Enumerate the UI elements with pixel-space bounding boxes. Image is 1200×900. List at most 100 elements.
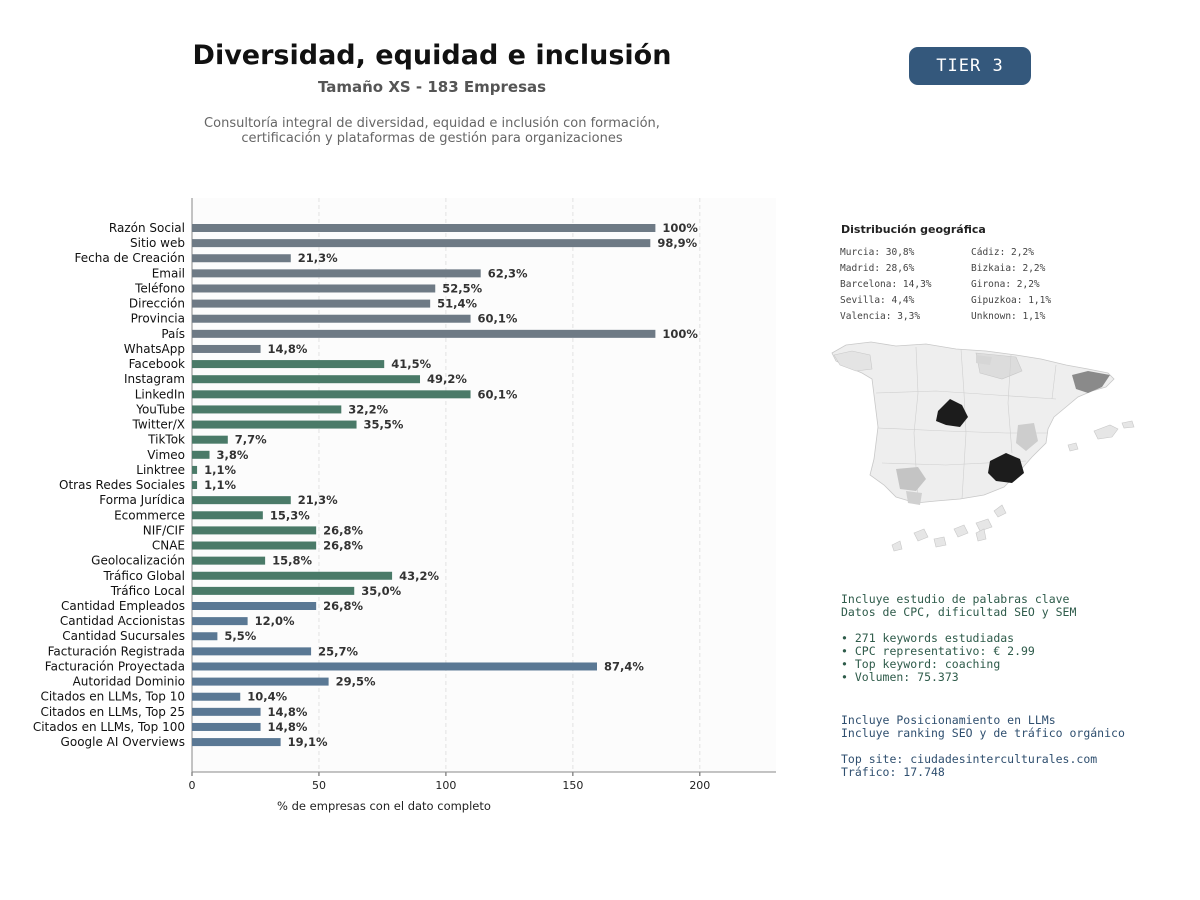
data-label: 26,8% [323,523,363,537]
page-subtitle: Tamaño XS - 183 Empresas [317,78,547,96]
data-label: 21,3% [298,251,338,265]
bar [192,707,261,716]
bar [192,586,355,595]
bar [192,344,261,353]
geo-item: Unknown: 1,1% [971,311,1046,322]
bar [192,465,198,474]
bar [192,450,210,459]
x-tick-label: 150 [562,779,583,792]
data-label: 100% [662,327,698,341]
bar [192,239,651,248]
data-label: 98,9% [657,236,697,250]
data-label: 62,3% [488,266,528,280]
bar [192,390,471,399]
bar [192,329,656,338]
data-label: 51,4% [437,297,477,311]
category-label: Citados en LLMs, Top 100 [33,720,185,734]
data-label: 35,5% [364,418,404,432]
bar [192,224,656,232]
description-line-1: Consultoría integral de diversidad, equi… [204,116,660,131]
category-label: Ecommerce [114,508,185,522]
bar [192,617,248,626]
data-label: 10,4% [247,690,287,704]
data-label: 87,4% [604,659,644,673]
seo-bullet: • Top keyword: coaching [841,657,1001,671]
x-tick-label: 100 [435,779,456,792]
category-label: Google AI Overviews [61,735,185,749]
llm-line: Incluye ranking SEO y de tráfico orgánic… [841,726,1125,740]
bar [192,375,421,384]
bar [192,571,393,580]
category-label: NIF/CIF [143,523,185,537]
bar [192,435,228,444]
category-label: Citados en LLMs, Top 10 [40,690,185,704]
sevilla-region [896,467,926,491]
data-label: 15,3% [270,508,310,522]
data-label: 21,3% [298,493,338,507]
data-label: 3,8% [217,448,249,462]
category-label: Linktree [136,463,185,477]
data-label: 14,8% [268,342,308,356]
data-label: 14,8% [268,705,308,719]
bar-chart: 0 50 100 150 200 Razón Social 100% Sitio web 98,… [33,198,776,813]
llm-positioning-block: Incluye Posicionamiento en LLMs Incluye … [841,714,1181,779]
data-label: 60,1% [478,312,518,326]
category-label: Cantidad Accionistas [60,614,185,628]
category-label: Facturación Registrada [48,644,185,658]
bar [192,314,471,323]
seo-line: Incluye estudio de palabras clave [841,592,1070,606]
data-label: 7,7% [235,433,267,447]
llm-line: Top site: ciudadesinterculturales.com [841,752,1098,766]
category-label: Forma Jurídica [99,493,185,507]
bar [192,602,317,610]
llm-line: Incluye Posicionamiento en LLMs [841,713,1056,727]
bar [192,420,357,429]
x-tick-label: 0 [189,779,196,792]
bar [192,481,198,490]
geo-item: Valencia: 3,3% [840,311,921,322]
bar [192,254,291,263]
bar [192,269,481,278]
bar [192,511,263,520]
category-label: Twitter/X [132,418,185,432]
data-label: 32,2% [348,402,388,416]
bar [192,662,597,671]
spain-mainland [831,341,1115,504]
x-tick-label: 200 [689,779,710,792]
data-label: 19,1% [288,735,328,749]
seo-bullet: • Volumen: 75.373 [841,670,959,684]
data-label: 43,2% [399,569,439,583]
page-title: Diversidad, equidad e inclusión [192,40,672,71]
category-label: Autoridad Dominio [73,675,185,689]
balearic-islands [1093,424,1119,440]
category-label: Geolocalización [91,554,185,568]
bar [192,541,317,550]
seo-bullet: • CPC representativo: € 2.99 [841,644,1035,658]
bar [192,405,342,414]
data-label: 26,8% [323,599,363,613]
bar [192,360,385,369]
bar [192,556,266,565]
category-label: Citados en LLMs, Top 25 [40,705,185,719]
category-label: Dirección [129,297,185,311]
geo-distribution-list: Murcia: 30,8% Cádiz: 2,2% Madrid: 28,6% … [840,246,1120,323]
llm-line: Tráfico: 17.748 [841,765,945,779]
tier-badge: TIER 3 [909,47,1031,85]
geo-item: Cádiz: 2,2% [971,247,1034,258]
canary-islands [891,504,1007,552]
description-line-2: certificación y plataformas de gestión p… [241,131,623,146]
bar [192,722,261,731]
geo-item: Murcia: 30,8% [840,247,915,258]
data-label: 12,0% [255,614,295,628]
bar [192,284,436,293]
data-label: 15,8% [272,554,312,568]
category-label: Fecha de Creación [75,251,185,265]
category-label: WhatsApp [124,342,185,356]
bar [192,526,317,535]
category-label: País [161,327,185,341]
bar [192,738,281,747]
category-label: Instagram [124,372,185,386]
data-label: 52,5% [442,281,482,295]
geo-item: Gipuzkoa: 1,1% [971,295,1052,306]
category-label: Otras Redes Sociales [59,478,185,492]
